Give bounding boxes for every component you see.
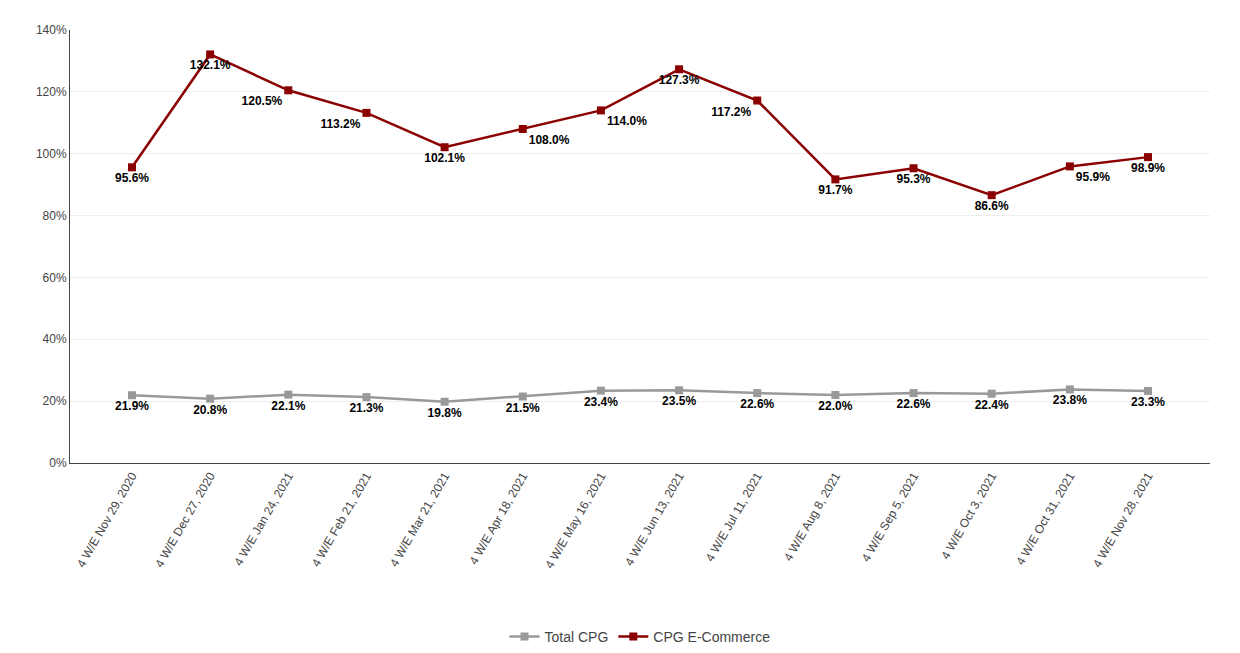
svg-text:21.5%: 21.5% (506, 401, 540, 415)
svg-text:80%: 80% (43, 209, 67, 223)
svg-text:95.6%: 95.6% (115, 171, 149, 185)
svg-text:108.0%: 108.0% (529, 133, 570, 147)
svg-text:20.8%: 20.8% (193, 403, 227, 417)
svg-text:4 W/E Nov 29, 2020: 4 W/E Nov 29, 2020 (74, 470, 140, 570)
svg-text:140%: 140% (36, 23, 67, 37)
svg-text:4 W/E Jun 13, 2021: 4 W/E Jun 13, 2021 (622, 470, 687, 569)
svg-text:21.3%: 21.3% (349, 401, 383, 415)
svg-text:127.3%: 127.3% (659, 73, 700, 87)
svg-text:Total CPG: Total CPG (545, 629, 609, 645)
svg-text:4 W/E Oct 3, 2021: 4 W/E Oct 3, 2021 (938, 470, 999, 562)
svg-text:114.0%: 114.0% (607, 114, 647, 128)
svg-text:40%: 40% (43, 332, 67, 346)
svg-text:CPG E-Commerce: CPG E-Commerce (653, 629, 770, 645)
svg-text:4 W/E May 16, 2021: 4 W/E May 16, 2021 (542, 470, 609, 571)
svg-text:21.9%: 21.9% (115, 399, 149, 413)
svg-text:19.8%: 19.8% (428, 406, 462, 420)
svg-text:22.4%: 22.4% (975, 398, 1009, 412)
svg-text:102.1%: 102.1% (424, 151, 465, 165)
svg-text:22.0%: 22.0% (818, 399, 852, 413)
svg-text:95.9%: 95.9% (1076, 170, 1110, 184)
svg-text:86.6%: 86.6% (975, 199, 1009, 213)
svg-text:4 W/E Sep 5, 2021: 4 W/E Sep 5, 2021 (859, 470, 922, 565)
svg-text:60%: 60% (43, 271, 67, 285)
svg-text:23.8%: 23.8% (1053, 393, 1087, 407)
svg-text:4 W/E Dec 27, 2020: 4 W/E Dec 27, 2020 (152, 470, 218, 570)
svg-text:4 W/E Jul 11, 2021: 4 W/E Jul 11, 2021 (703, 470, 766, 564)
svg-text:23.4%: 23.4% (584, 395, 618, 409)
svg-text:4 W/E Feb 21, 2021: 4 W/E Feb 21, 2021 (309, 470, 375, 570)
svg-text:113.2%: 113.2% (320, 117, 360, 131)
svg-text:20%: 20% (43, 394, 67, 408)
svg-text:4 W/E Nov 28, 2021: 4 W/E Nov 28, 2021 (1090, 470, 1156, 570)
svg-text:98.9%: 98.9% (1131, 161, 1165, 175)
svg-text:4 W/E Mar 21, 2021: 4 W/E Mar 21, 2021 (387, 470, 453, 570)
svg-text:95.3%: 95.3% (897, 172, 931, 186)
svg-text:100%: 100% (36, 147, 67, 161)
svg-text:0%: 0% (49, 456, 67, 470)
svg-text:22.6%: 22.6% (740, 397, 774, 411)
svg-text:22.1%: 22.1% (271, 399, 305, 413)
svg-text:23.3%: 23.3% (1131, 395, 1165, 409)
svg-text:120.5%: 120.5% (242, 94, 283, 108)
svg-text:91.7%: 91.7% (818, 183, 852, 197)
svg-text:22.6%: 22.6% (897, 397, 931, 411)
svg-text:132.1%: 132.1% (190, 58, 231, 72)
svg-text:23.5%: 23.5% (662, 394, 696, 408)
svg-text:4 W/E Oct 31, 2021: 4 W/E Oct 31, 2021 (1013, 470, 1078, 568)
svg-text:4 W/E Apr 18, 2021: 4 W/E Apr 18, 2021 (466, 470, 530, 567)
svg-text:4 W/E Aug 8, 2021: 4 W/E Aug 8, 2021 (781, 470, 843, 564)
svg-text:4 W/E Jan 24, 2021: 4 W/E Jan 24, 2021 (231, 470, 296, 569)
svg-text:120%: 120% (36, 85, 67, 99)
svg-text:117.2%: 117.2% (711, 105, 751, 119)
